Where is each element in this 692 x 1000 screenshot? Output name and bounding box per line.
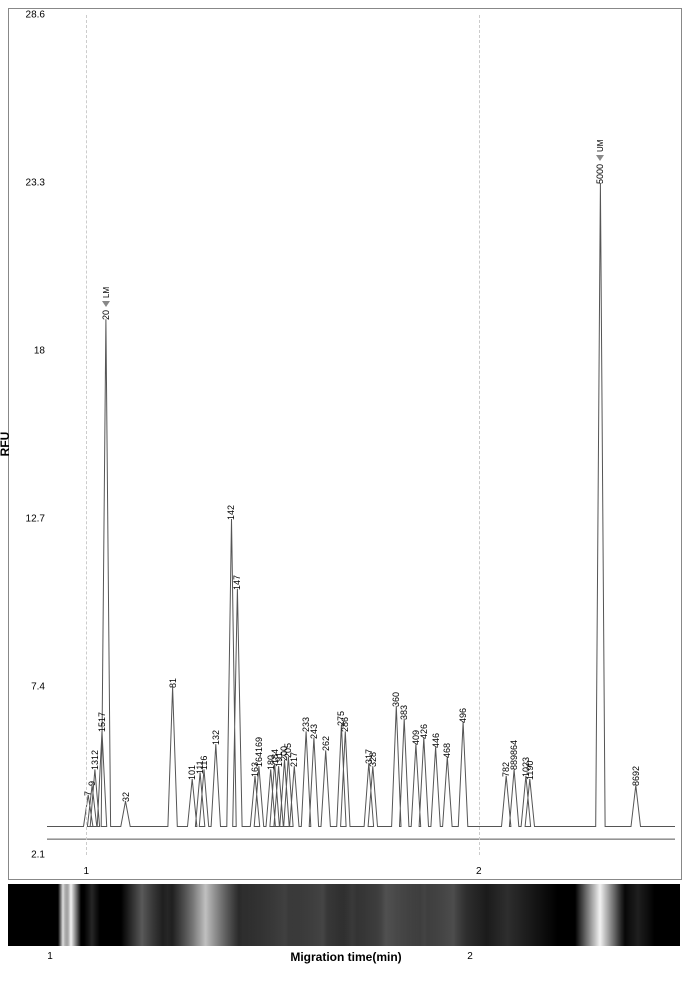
peak-label: 328	[368, 752, 378, 767]
x-tick: 2	[476, 866, 482, 877]
electropherogram-chart: RFU 2.17.412.71823.328.61279131215173281…	[8, 8, 682, 880]
y-tick: 18	[11, 346, 45, 357]
x-tick: 1	[83, 866, 89, 877]
peak-label: 132	[211, 730, 221, 745]
grid-line	[86, 15, 87, 855]
peak-label: 496	[458, 708, 468, 723]
peak-label: 9	[87, 781, 97, 786]
gel-x-tick: 1	[47, 951, 53, 962]
peak-label: 889864	[509, 740, 519, 770]
peak-label: 142	[226, 505, 236, 520]
peak-label: 383	[399, 705, 409, 720]
peak-label: 32	[121, 792, 131, 802]
peak-label: 468	[442, 743, 452, 758]
peak-label: 8692	[631, 766, 641, 786]
grid-line	[479, 15, 480, 855]
gel-band	[84, 884, 101, 946]
gel-axis-label: Migration time(min)	[8, 950, 684, 964]
y-tick: 2.1	[11, 850, 45, 861]
y-tick: 12.7	[11, 514, 45, 525]
peak-label: 7	[83, 791, 93, 796]
peak-label: 116	[199, 756, 209, 770]
marker-arrow-icon	[596, 155, 604, 161]
y-tick: 23.3	[11, 178, 45, 189]
gel-band	[575, 884, 625, 946]
y-axis-label: RFU	[0, 432, 12, 457]
size-marker-label: 20LM	[101, 287, 111, 320]
gel-band	[61, 884, 81, 946]
peak-label: 1517	[97, 712, 107, 732]
peak-label: 217	[289, 752, 299, 767]
peak-label: 286	[340, 717, 350, 732]
gel-lane: 12	[8, 884, 680, 946]
peak-label: 164169	[254, 737, 264, 767]
peak-label: 1190	[525, 761, 535, 780]
size-marker-label: 5000UM	[595, 140, 605, 184]
gel-x-tick: 2	[467, 951, 473, 962]
y-tick: 7.4	[11, 682, 45, 693]
peak-label: 262	[321, 736, 331, 751]
peak-label: 1312	[90, 750, 100, 770]
peak-label: 446	[431, 733, 441, 748]
marker-arrow-icon	[102, 301, 110, 307]
peak-label: 147	[232, 575, 242, 590]
y-tick: 28.6	[11, 10, 45, 21]
peak-label: 243	[309, 724, 319, 739]
peak-label: 81	[168, 678, 178, 688]
gel-band	[621, 884, 655, 946]
gel-band	[457, 884, 558, 946]
gel-lane-container: 12 Migration time(min)	[8, 884, 684, 964]
plot-area	[47, 15, 675, 855]
peak-label: 426	[419, 724, 429, 739]
trace-line	[47, 15, 675, 855]
